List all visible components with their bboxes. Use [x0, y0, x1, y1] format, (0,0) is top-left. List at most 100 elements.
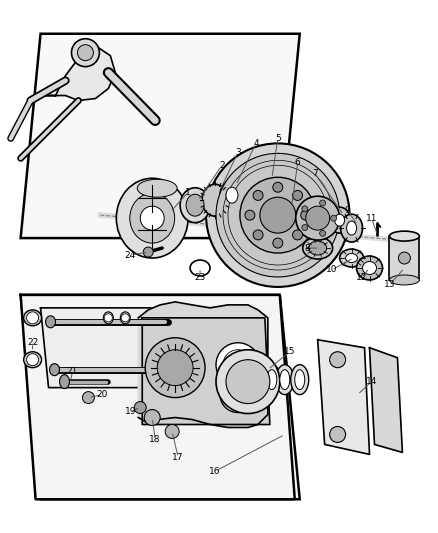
- Circle shape: [216, 350, 280, 414]
- Ellipse shape: [263, 365, 281, 394]
- Polygon shape: [142, 318, 270, 424]
- Circle shape: [216, 154, 339, 277]
- Polygon shape: [21, 295, 295, 499]
- Ellipse shape: [389, 275, 419, 285]
- Circle shape: [27, 312, 39, 324]
- Text: 12: 12: [356, 273, 367, 282]
- Polygon shape: [46, 46, 115, 101]
- Text: 9: 9: [345, 206, 350, 215]
- Circle shape: [121, 314, 129, 322]
- Circle shape: [216, 343, 260, 386]
- Polygon shape: [318, 340, 370, 455]
- Circle shape: [320, 230, 325, 236]
- Ellipse shape: [276, 365, 294, 394]
- Text: 16: 16: [209, 467, 221, 476]
- Ellipse shape: [130, 193, 175, 243]
- Circle shape: [71, 39, 99, 67]
- Ellipse shape: [341, 214, 363, 242]
- Circle shape: [331, 215, 337, 221]
- Circle shape: [240, 177, 316, 253]
- Polygon shape: [370, 348, 403, 453]
- Ellipse shape: [49, 364, 60, 376]
- Text: 5: 5: [275, 134, 281, 143]
- Text: 3: 3: [235, 148, 241, 157]
- Ellipse shape: [291, 365, 309, 394]
- Text: 18: 18: [149, 435, 161, 444]
- Ellipse shape: [137, 179, 177, 197]
- Polygon shape: [21, 34, 300, 238]
- Circle shape: [253, 230, 263, 240]
- Ellipse shape: [24, 352, 42, 368]
- Text: 22: 22: [27, 338, 38, 348]
- Ellipse shape: [103, 312, 113, 324]
- Circle shape: [226, 360, 270, 403]
- Ellipse shape: [303, 237, 332, 259]
- Circle shape: [399, 252, 410, 264]
- Ellipse shape: [46, 316, 56, 328]
- Ellipse shape: [309, 241, 327, 255]
- Circle shape: [306, 206, 330, 230]
- Ellipse shape: [295, 370, 305, 390]
- Circle shape: [157, 350, 193, 385]
- Circle shape: [134, 401, 146, 414]
- Ellipse shape: [117, 178, 188, 258]
- Text: 11: 11: [366, 214, 377, 223]
- Text: 13: 13: [384, 280, 395, 289]
- Text: 20: 20: [97, 390, 108, 399]
- Ellipse shape: [389, 231, 419, 241]
- Circle shape: [260, 197, 296, 233]
- Circle shape: [301, 210, 311, 220]
- Circle shape: [296, 196, 339, 240]
- Text: 1: 1: [185, 188, 191, 197]
- Ellipse shape: [120, 312, 130, 324]
- Circle shape: [165, 424, 179, 439]
- Ellipse shape: [180, 188, 210, 223]
- Ellipse shape: [24, 310, 42, 326]
- Polygon shape: [41, 308, 178, 387]
- Text: 8: 8: [305, 244, 311, 253]
- Circle shape: [143, 247, 153, 257]
- Polygon shape: [21, 295, 300, 499]
- Text: 24: 24: [125, 251, 136, 260]
- Circle shape: [140, 206, 164, 230]
- Polygon shape: [138, 302, 268, 427]
- Circle shape: [82, 392, 95, 403]
- Circle shape: [144, 409, 160, 425]
- Circle shape: [78, 45, 93, 61]
- Text: 14: 14: [366, 377, 377, 386]
- Bar: [389, 236, 419, 280]
- Text: 2: 2: [219, 161, 225, 170]
- Ellipse shape: [357, 256, 382, 280]
- Text: 19: 19: [124, 407, 136, 416]
- Circle shape: [320, 200, 325, 206]
- Text: 21: 21: [67, 367, 78, 376]
- Text: 23: 23: [194, 273, 206, 282]
- Text: 17: 17: [173, 453, 184, 462]
- Ellipse shape: [328, 207, 350, 233]
- Circle shape: [245, 210, 255, 220]
- Ellipse shape: [363, 262, 377, 274]
- Circle shape: [273, 182, 283, 192]
- Ellipse shape: [346, 254, 357, 263]
- Ellipse shape: [267, 370, 277, 390]
- Circle shape: [293, 230, 303, 240]
- Ellipse shape: [202, 184, 228, 216]
- Circle shape: [302, 206, 308, 212]
- Circle shape: [293, 190, 303, 200]
- Circle shape: [273, 238, 283, 248]
- Text: 15: 15: [284, 347, 296, 356]
- Circle shape: [330, 352, 346, 368]
- Text: 4: 4: [253, 139, 259, 148]
- Circle shape: [27, 354, 39, 366]
- Circle shape: [145, 338, 205, 398]
- Ellipse shape: [186, 194, 204, 216]
- Text: 7: 7: [312, 169, 318, 178]
- Ellipse shape: [335, 214, 345, 226]
- Ellipse shape: [339, 249, 364, 267]
- Text: 6: 6: [295, 158, 300, 167]
- Ellipse shape: [220, 180, 244, 210]
- Circle shape: [206, 143, 350, 287]
- Ellipse shape: [346, 221, 357, 235]
- Ellipse shape: [226, 187, 238, 203]
- Ellipse shape: [280, 370, 290, 390]
